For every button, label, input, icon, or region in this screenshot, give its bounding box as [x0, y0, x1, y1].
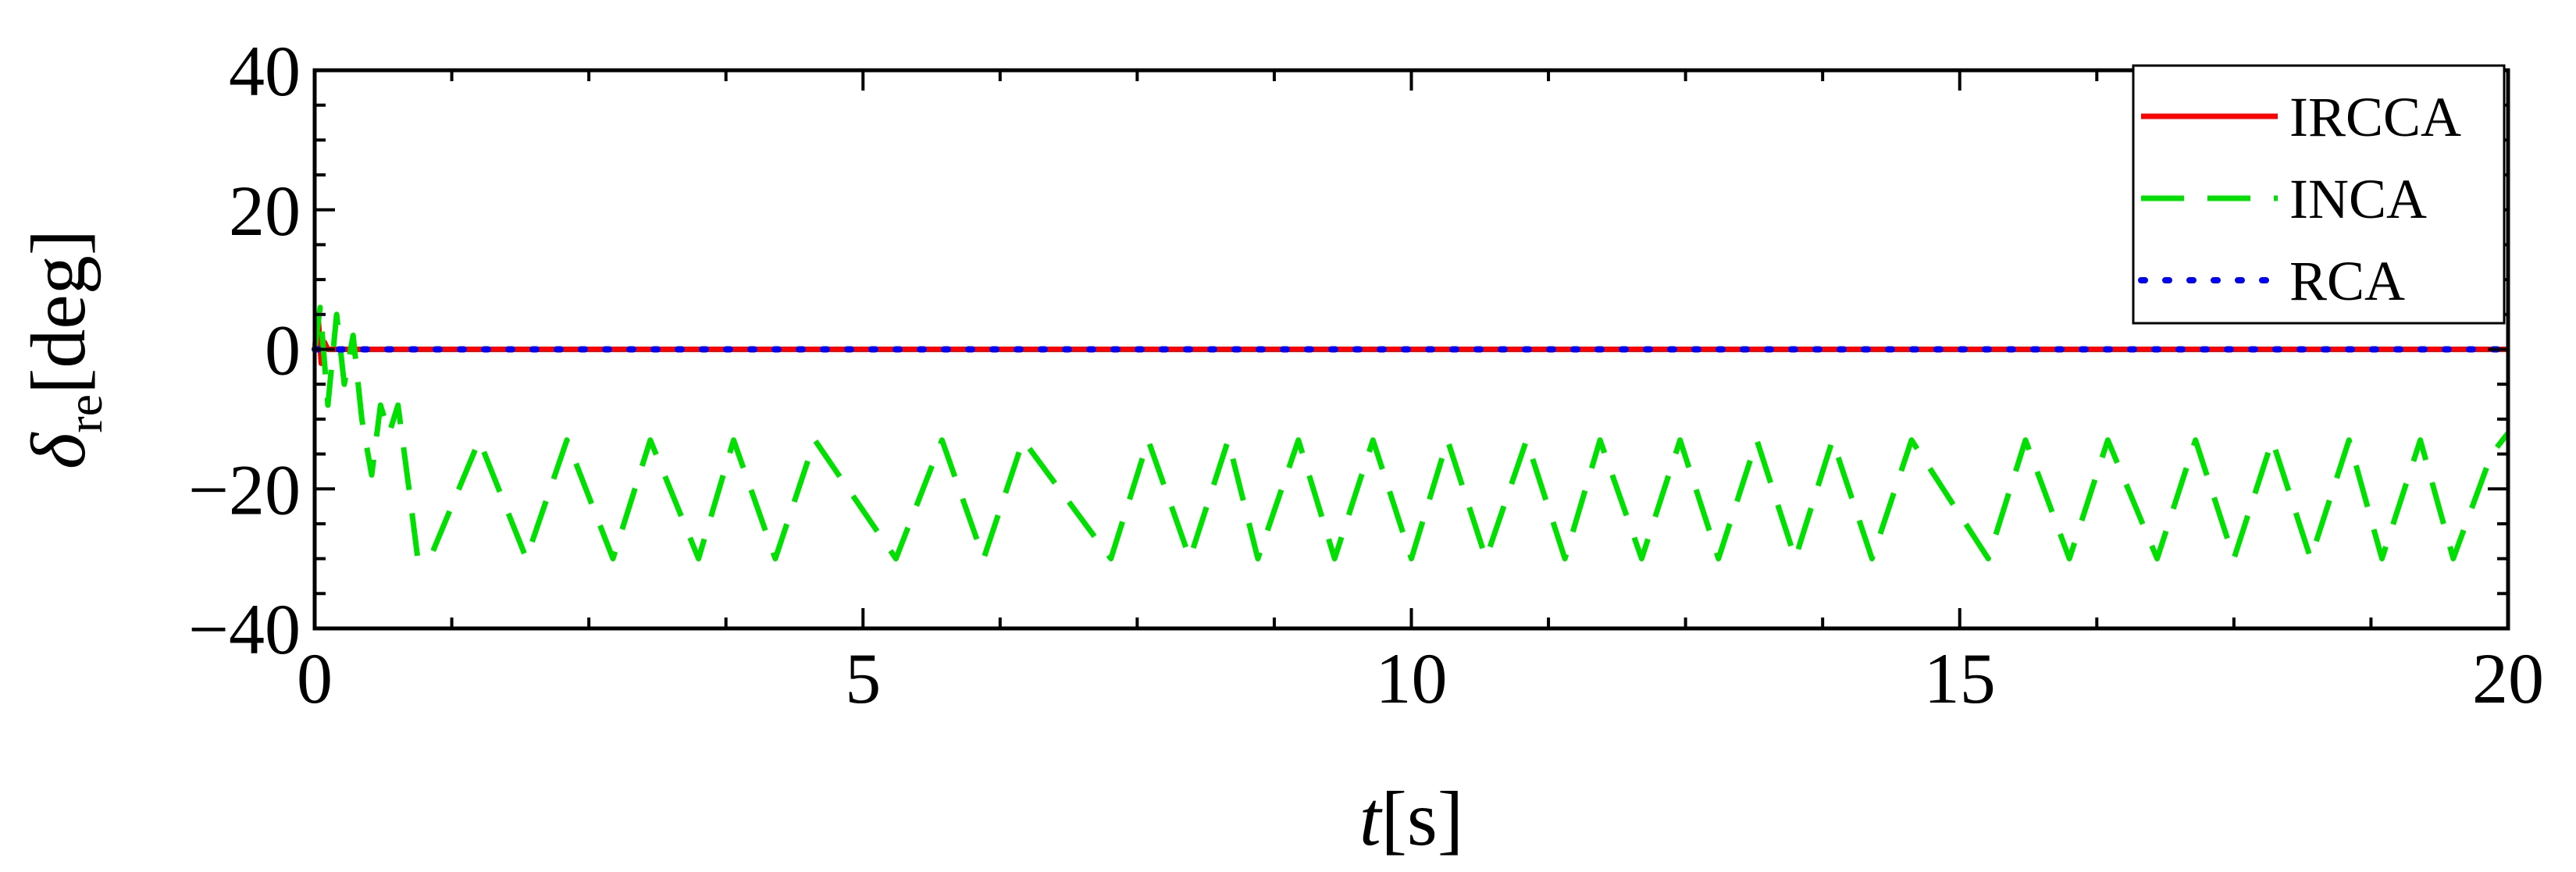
legend-label-ircca: IRCCA: [2289, 86, 2461, 148]
y-tick-label: 0: [265, 311, 301, 390]
y-tick-label: 20: [229, 171, 301, 251]
y-tick-label: −20: [188, 450, 301, 529]
x-tick-label: 15: [1924, 639, 1996, 718]
labels-layer: 0 5 10 15 20 −40 −20 0 20 40: [188, 31, 2544, 718]
legend: IRCCA INCA RCA: [2132, 64, 2506, 325]
x-axis-title-symbol: t: [1359, 775, 1383, 862]
y-axis-title-symbol: δ: [15, 432, 102, 469]
x-tick-label: 5: [845, 639, 881, 718]
x-axis-title: t[s]: [1359, 775, 1463, 862]
x-axis-title-unit: [s]: [1381, 775, 1464, 862]
y-axis-title-subscript: re: [57, 394, 112, 433]
y-tick-label: −40: [188, 589, 301, 669]
legend-label-inca: INCA: [2289, 168, 2427, 230]
x-tick-label: 0: [297, 639, 333, 718]
x-tick-label: 20: [2472, 639, 2544, 718]
y-axis-title-unit: [deg]: [15, 230, 102, 394]
y-axis-title: δre[deg]: [15, 230, 112, 469]
y-tick-label: 40: [229, 31, 301, 111]
legend-label-rca: RCA: [2289, 250, 2405, 312]
series-layer: [312, 304, 2511, 562]
x-tick-label: 10: [1376, 639, 1448, 718]
series-line-inca: [312, 304, 2510, 562]
